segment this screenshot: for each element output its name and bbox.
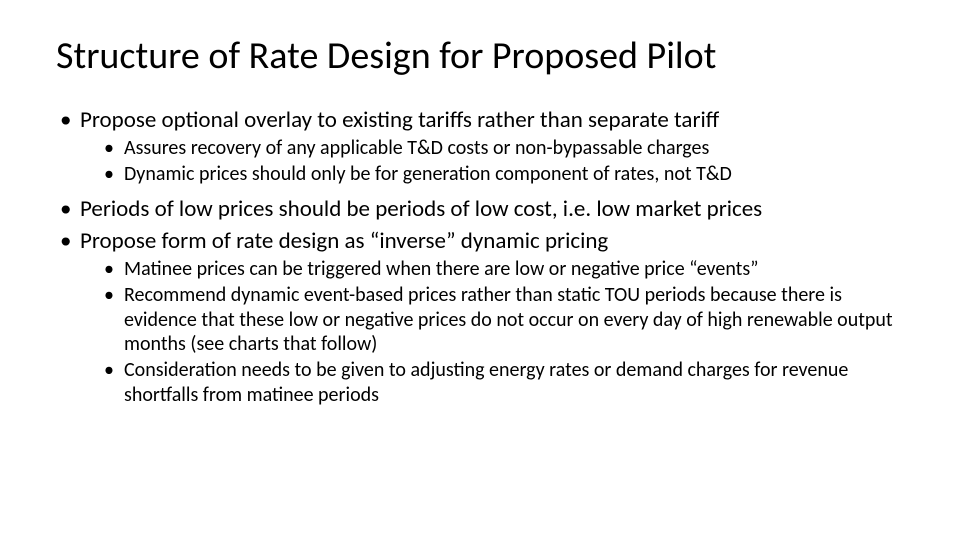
sub-bullet-item: Dynamic prices should only be for genera… — [80, 162, 904, 186]
sub-bullet-text: Matinee prices can be triggered when the… — [124, 257, 759, 281]
bullet-text: Periods of low prices should be periods … — [80, 195, 762, 223]
sub-bullet-item: Assures recovery of any applicable T&D c… — [80, 136, 904, 160]
sub-bullet-list: Matinee prices can be triggered when the… — [80, 257, 904, 407]
sub-bullet-text: Consideration needs to be given to adjus… — [124, 358, 848, 406]
sub-bullet-item: Consideration needs to be given to adjus… — [80, 358, 904, 407]
sub-bullet-item: Recommend dynamic event-based prices rat… — [80, 283, 904, 356]
bullet-item: Propose optional overlay to existing tar… — [56, 106, 904, 187]
sub-bullet-list: Assures recovery of any applicable T&D c… — [80, 136, 904, 187]
bullet-item: Propose form of rate design as “inverse”… — [56, 227, 904, 407]
sub-bullet-text: Assures recovery of any applicable T&D c… — [124, 136, 709, 160]
bullet-text: Propose form of rate design as “inverse”… — [80, 227, 608, 255]
bullet-text: Propose optional overlay to existing tar… — [80, 106, 719, 134]
slide-title: Structure of Rate Design for Proposed Pi… — [56, 36, 904, 78]
slide: Structure of Rate Design for Proposed Pi… — [0, 0, 960, 540]
sub-bullet-text: Dynamic prices should only be for genera… — [124, 162, 732, 186]
bullet-list: Propose optional overlay to existing tar… — [56, 106, 904, 407]
sub-bullet-text: Recommend dynamic event-based prices rat… — [124, 283, 893, 356]
sub-bullet-item: Matinee prices can be triggered when the… — [80, 257, 904, 281]
bullet-item: Periods of low prices should be periods … — [56, 195, 904, 223]
